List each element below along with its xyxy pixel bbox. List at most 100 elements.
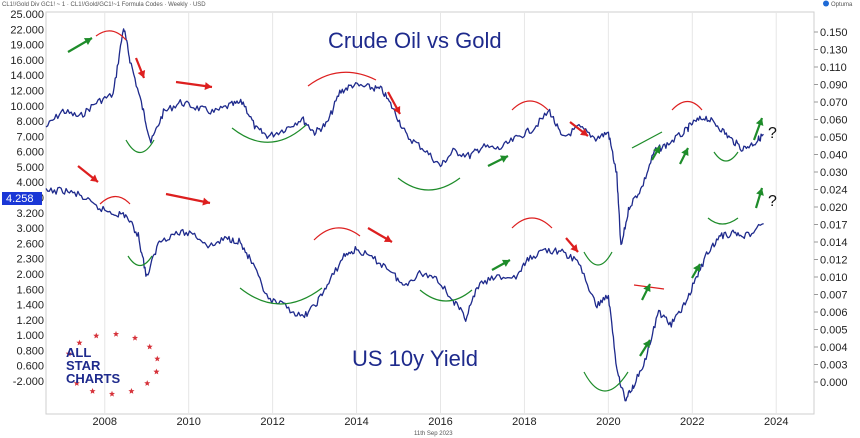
x-tick-label: 2008 (93, 416, 117, 428)
left-tick-label: 8.000 (16, 116, 44, 128)
green-bottom-arc (419, 289, 473, 302)
red-arrowhead (137, 70, 146, 78)
green-arrowhead (653, 146, 660, 155)
left-tick-label: 2.000 (16, 269, 44, 281)
logo-star-icon (153, 368, 160, 375)
left-tick-label: 25.000 (10, 9, 44, 21)
right-tick-label: 0.003 (820, 360, 848, 372)
right-tick-label: 0.006 (820, 307, 848, 319)
left-tick-label: 10.000 (10, 101, 44, 113)
x-tick-label: 2012 (260, 416, 284, 428)
date-label: 11th Sep 2023 (414, 431, 453, 437)
left-tick-label: 12.000 (10, 85, 44, 97)
green-bottom-arc (713, 151, 739, 162)
x-tick-label: 2022 (680, 416, 704, 428)
series-line (45, 186, 764, 402)
x-tick-label: 2010 (176, 416, 200, 428)
logo-star-icon (76, 339, 83, 346)
logo-star-icon (93, 332, 100, 339)
left-tick-label: 16.000 (10, 55, 44, 67)
left-tick-label: -2.000 (13, 376, 44, 388)
green-arrowhead (642, 340, 650, 349)
brand-icon (823, 0, 829, 7)
left-tick-label: 22.000 (10, 24, 44, 36)
series-line (45, 28, 764, 246)
right-tick-label: 0.024 (820, 185, 848, 197)
left-tick-label: 1.400 (16, 300, 44, 312)
red-arrowhead (570, 244, 578, 252)
right-tick-label: 0.050 (820, 132, 848, 144)
left-tick-label: 14.000 (10, 70, 44, 82)
green-arrowhead (501, 259, 510, 267)
green-bottom-arc (125, 139, 155, 154)
red-arrowhead (90, 174, 98, 182)
logo-star-icon (144, 380, 151, 386)
right-tick-label: 0.060 (820, 115, 848, 127)
green-bottom-arc (127, 255, 153, 267)
left-tick-label: 2.600 (16, 238, 44, 250)
left-tick-label: 1.600 (16, 284, 44, 296)
logo-star-icon (154, 355, 161, 362)
badge-background (2, 192, 42, 205)
red-arrowhead (202, 197, 210, 206)
left-tick-label: 0.800 (16, 345, 44, 357)
right-tick-label: 0.070 (820, 97, 848, 109)
green-bottom-arc (397, 177, 461, 191)
green-arrowhead (643, 284, 651, 293)
right-tick-label: 0.014 (820, 237, 848, 249)
logo-star-icon (132, 334, 138, 341)
green-arrowhead (693, 264, 700, 273)
red-top-arc (671, 100, 703, 111)
logo-star-icon (73, 380, 80, 386)
series-label-crude-oil-vs-gold: Crude Oil vs Gold (328, 28, 502, 53)
left-tick-label: 5.000 (16, 162, 44, 174)
red-top-arc (511, 217, 553, 229)
green-trend-line (631, 131, 663, 149)
green-arrowhead (755, 118, 764, 126)
left-tick-label: 2.300 (16, 254, 44, 266)
green-bottom-arc (231, 124, 307, 143)
right-tick-label: 0.090 (820, 80, 848, 92)
green-arrowhead (681, 148, 689, 157)
left-tick-label: 1.000 (16, 330, 44, 342)
right-axis: 0.150 0.130 0.110 0.090 0.070 0.060 0.050 0.040… (814, 27, 848, 389)
red-arrowhead (393, 105, 401, 114)
right-tick-label: 0.040 (820, 150, 848, 162)
badge-value: 4.258 (6, 193, 34, 205)
red-top-arc (99, 195, 131, 205)
red-top-arc (307, 71, 377, 87)
right-tick-label: 0.000 (820, 377, 848, 389)
x-axis: 2008 2010 2012 2014 2016 2018 2020 2022 2024 (93, 12, 788, 428)
logo-star-icon (146, 343, 153, 350)
chart-header-text: CL1!/Gold Div GC1! ~ 1 · CL1!/Gold/GC1!~… (2, 2, 206, 8)
red-arrowhead (580, 128, 588, 136)
right-tick-label: 0.012 (820, 255, 848, 267)
left-tick-label: 0.600 (16, 361, 44, 373)
right-tick-label: 0.004 (820, 342, 848, 354)
brand-name: Optuma (831, 2, 853, 8)
green-arrowhead (499, 155, 508, 163)
x-tick-label: 2024 (764, 416, 788, 428)
right-tick-label: 0.130 (820, 45, 848, 57)
logo-star-icon (109, 390, 115, 397)
right-tick-label: 0.150 (820, 27, 848, 39)
green-bottom-arc (239, 287, 323, 305)
logo-stars (65, 330, 161, 397)
all-star-charts-logo: ALL STAR CHARTS (65, 330, 161, 397)
red-top-arc (313, 227, 361, 241)
current-value-badge: 4.258 (2, 192, 42, 205)
red-top-arc (511, 100, 549, 111)
right-tick-label: 0.030 (820, 167, 848, 179)
plot-frame (45, 11, 815, 415)
logo-line-1: ALL (66, 345, 91, 360)
green-bottom-arc (707, 217, 739, 225)
logo-line-3: CHARTS (66, 371, 120, 386)
left-tick-label: 19.000 (10, 40, 44, 52)
left-tick-label: 3.200 (16, 208, 44, 220)
right-tick-label: 0.005 (820, 325, 848, 337)
series-label-us-10y-yield: US 10y Yield (352, 346, 478, 371)
right-tick-label: 0.007 (820, 290, 848, 302)
green-bottom-arc (583, 251, 613, 266)
red-arrow (165, 192, 211, 205)
right-tick-label: 0.020 (820, 202, 848, 214)
